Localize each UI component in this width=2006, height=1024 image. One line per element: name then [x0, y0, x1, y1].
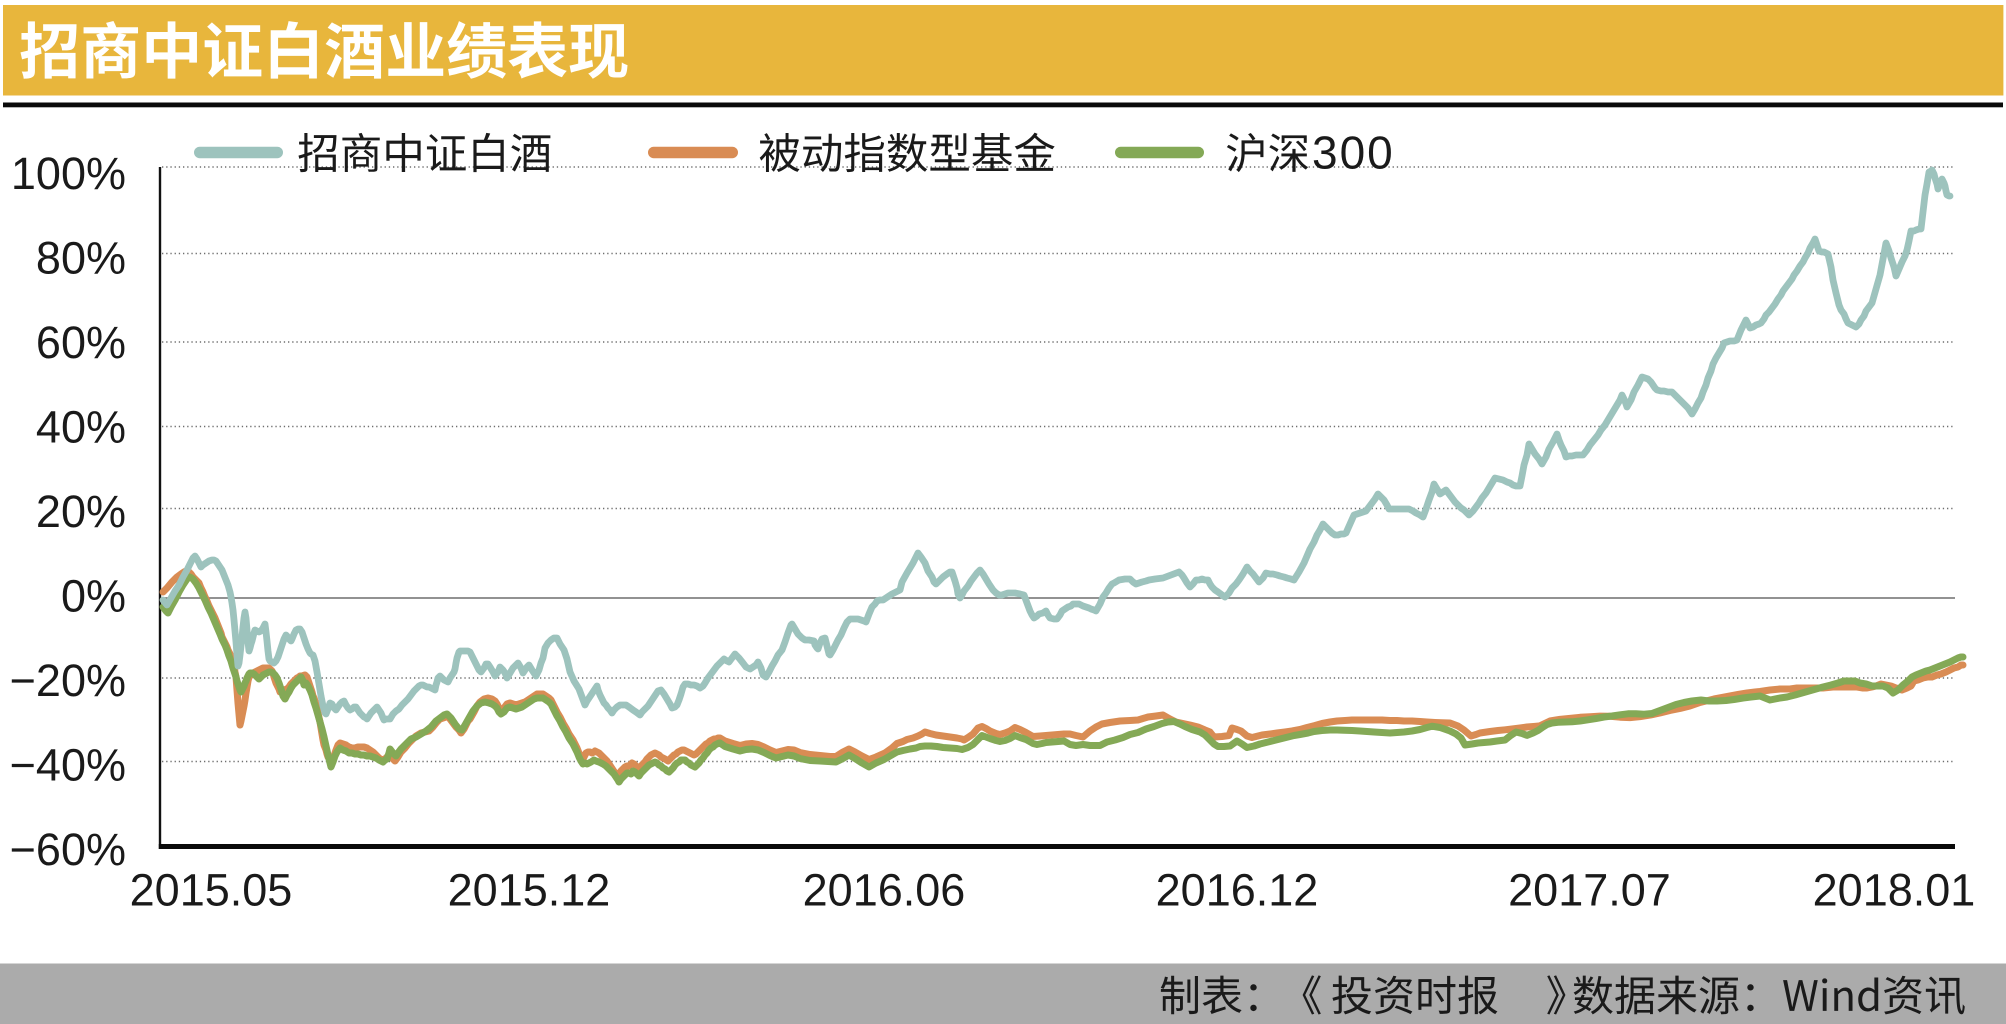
svg-text:60%: 60% [36, 317, 126, 368]
svg-text:2018.01: 2018.01 [1813, 865, 1976, 916]
svg-text:0%: 0% [61, 570, 126, 621]
svg-text:40%: 40% [36, 402, 126, 453]
svg-text:80%: 80% [36, 233, 126, 284]
svg-text:−40%: −40% [10, 739, 126, 790]
svg-text:2016.06: 2016.06 [803, 865, 966, 916]
svg-text:−20%: −20% [10, 655, 126, 706]
svg-text:100%: 100% [11, 148, 126, 199]
svg-text:2015.05: 2015.05 [130, 865, 293, 916]
svg-text:2016.12: 2016.12 [1156, 865, 1319, 916]
svg-text:2017.07: 2017.07 [1508, 865, 1671, 916]
svg-text:20%: 20% [36, 486, 126, 537]
svg-text:2015.12: 2015.12 [448, 865, 611, 916]
svg-text:300: 300 [1312, 127, 1395, 179]
svg-text:−60%: −60% [10, 824, 126, 875]
